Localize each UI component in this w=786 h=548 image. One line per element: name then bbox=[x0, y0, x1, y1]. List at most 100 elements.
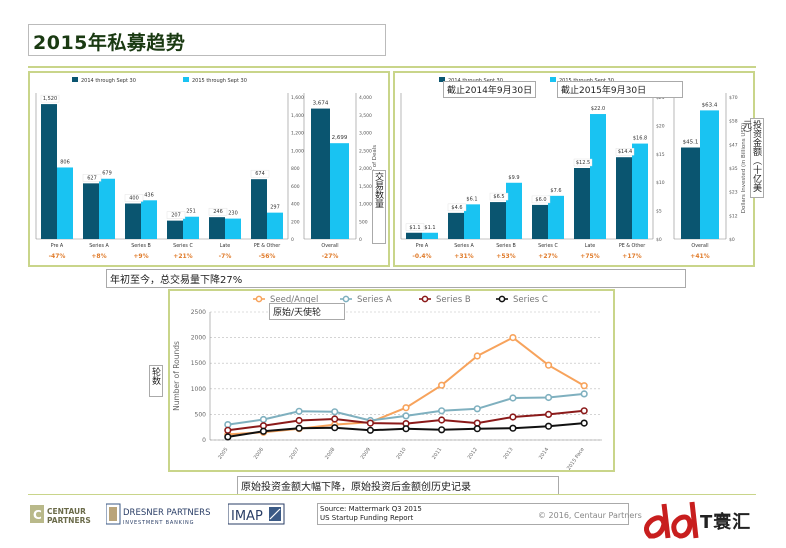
bar-2015 bbox=[422, 232, 438, 239]
data-point bbox=[402, 404, 410, 412]
legend-marker bbox=[255, 295, 263, 303]
overall-y-tick: 3,500 bbox=[359, 113, 372, 119]
deals-bar-chart: 2014 through Sept 30 2015 through Sept 30… bbox=[35, 77, 378, 260]
svg-text:CENTAUR: CENTAUR bbox=[47, 507, 86, 516]
category-label: PE & Other bbox=[619, 243, 645, 249]
bar-value-label-2015: 436 bbox=[144, 192, 154, 198]
legend-label: Seed/Angel bbox=[270, 295, 318, 305]
bar-value-label-2015: 297 bbox=[270, 205, 280, 211]
overall-y-tick: 4,000 bbox=[359, 95, 372, 101]
legend-swatch-2014 bbox=[439, 77, 445, 82]
svg-text:IMAP: IMAP bbox=[231, 509, 263, 524]
data-point bbox=[224, 426, 232, 434]
bar-value-label-2014: $6.5 bbox=[493, 194, 504, 200]
y-tick-label: 2500 bbox=[191, 309, 206, 316]
bar-2015 bbox=[590, 114, 606, 239]
bar-value-label-2014: $1.1 bbox=[409, 225, 420, 231]
seed-angel-callout: 原始/天使轮 bbox=[269, 303, 345, 320]
bar-2014 bbox=[83, 183, 99, 239]
bar-value-label-2014: $6.0 bbox=[535, 197, 546, 203]
data-point bbox=[544, 422, 553, 430]
overall-y-tick: 3,000 bbox=[359, 131, 372, 137]
x-tick-label: 2014 bbox=[538, 447, 550, 461]
bar-value-label-2015: $6.1 bbox=[466, 196, 477, 202]
category-label: Series B bbox=[496, 243, 516, 249]
category-label: Series C bbox=[538, 243, 558, 249]
x-tick-label: 2005 bbox=[217, 447, 229, 461]
overall-y-tick: 500 bbox=[359, 219, 368, 225]
bar-2015 bbox=[99, 178, 115, 239]
bar-label-bg-2014 bbox=[615, 148, 635, 156]
overall-y-tick: $58 bbox=[729, 119, 738, 125]
svg-text:DRESNER PARTNERS: DRESNER PARTNERS bbox=[123, 508, 210, 518]
overall-y-tick: $12 bbox=[729, 213, 738, 219]
x-tick-label: 2013 bbox=[502, 447, 514, 461]
bar-label-bg-2014 bbox=[124, 194, 144, 202]
overall-bar-2014 bbox=[681, 147, 700, 239]
bar-2015 bbox=[632, 143, 648, 239]
y-axis-title: Number of Rounds bbox=[172, 341, 181, 411]
category-label: Series A bbox=[454, 243, 474, 249]
main-y-tick: 1,000 bbox=[291, 148, 304, 154]
change-label: -7% bbox=[219, 253, 232, 260]
bar-2014 bbox=[251, 179, 267, 239]
y-tick-label: 500 bbox=[195, 411, 207, 418]
bar-value-label-2014: 400 bbox=[129, 196, 139, 202]
legend-label: Series C bbox=[513, 295, 548, 305]
bar-2015 bbox=[506, 182, 522, 239]
title-box bbox=[28, 24, 386, 56]
bar-2014 bbox=[490, 202, 506, 239]
change-label: +21% bbox=[173, 253, 192, 260]
bar-2015 bbox=[57, 167, 73, 239]
data-point bbox=[295, 424, 303, 432]
bar-label-bg-2014 bbox=[166, 211, 186, 219]
bar-label-bg-2014 bbox=[405, 223, 425, 231]
data-point bbox=[509, 413, 517, 421]
change-label: +75% bbox=[580, 253, 599, 260]
data-point bbox=[438, 381, 446, 389]
data-point bbox=[580, 382, 588, 390]
data-point bbox=[224, 433, 232, 441]
overall-value-label-2015: $63.4 bbox=[702, 102, 718, 108]
data-point bbox=[295, 407, 303, 415]
centaur-logo: C CENTAUR PARTNERS bbox=[30, 503, 102, 527]
svg-text:INVESTMENT BANKING: INVESTMENT BANKING bbox=[123, 520, 194, 526]
main-y-tick: $15 bbox=[656, 152, 665, 158]
main-y-tick: $5 bbox=[656, 209, 662, 215]
imap-logo: IMAP bbox=[227, 503, 288, 527]
bar-2014 bbox=[448, 212, 464, 239]
legend-label: Series A bbox=[357, 295, 392, 305]
series-line bbox=[227, 336, 585, 436]
overall-y-tick: $0 bbox=[729, 237, 735, 243]
change-label: +8% bbox=[91, 253, 106, 260]
main-y-tick: 800 bbox=[291, 166, 300, 172]
data-point bbox=[438, 426, 446, 434]
bar-2015 bbox=[267, 212, 283, 239]
y-tick-label: 1000 bbox=[191, 386, 206, 393]
bar-value-label-2015: 806 bbox=[60, 159, 70, 165]
main-y-tick: 600 bbox=[291, 184, 300, 190]
bar-2014 bbox=[167, 220, 183, 239]
x-tick-label: 2008 bbox=[324, 447, 336, 461]
page-title: 2015年私募趋势 bbox=[33, 32, 186, 54]
data-point bbox=[580, 419, 588, 427]
legend-label-2015: 2015 through Sept 30 bbox=[192, 78, 247, 84]
change-label: +27% bbox=[538, 253, 557, 260]
bottom-summary-note: 原始投资金额大幅下降，原始投资后金额创历史记录 bbox=[237, 476, 559, 495]
bar-2015 bbox=[141, 200, 157, 239]
overall-category-label: Overall bbox=[691, 243, 708, 249]
data-point bbox=[544, 393, 553, 402]
x-tick-label: 2015 Pace bbox=[566, 447, 586, 470]
overall-y-tick: $35 bbox=[729, 166, 738, 172]
bar-value-label-2015: $16.8 bbox=[633, 136, 647, 142]
main-y-tick: $0 bbox=[656, 237, 662, 243]
change-label: -56% bbox=[259, 253, 276, 260]
bar-2015 bbox=[183, 216, 199, 239]
bar-value-label-2014: 674 bbox=[255, 171, 265, 177]
data-point bbox=[295, 416, 303, 425]
bar-2014 bbox=[616, 157, 632, 239]
data-point bbox=[509, 394, 517, 402]
bar-label-bg-2014 bbox=[531, 195, 551, 204]
overall-y-tick: 1,500 bbox=[359, 184, 372, 190]
